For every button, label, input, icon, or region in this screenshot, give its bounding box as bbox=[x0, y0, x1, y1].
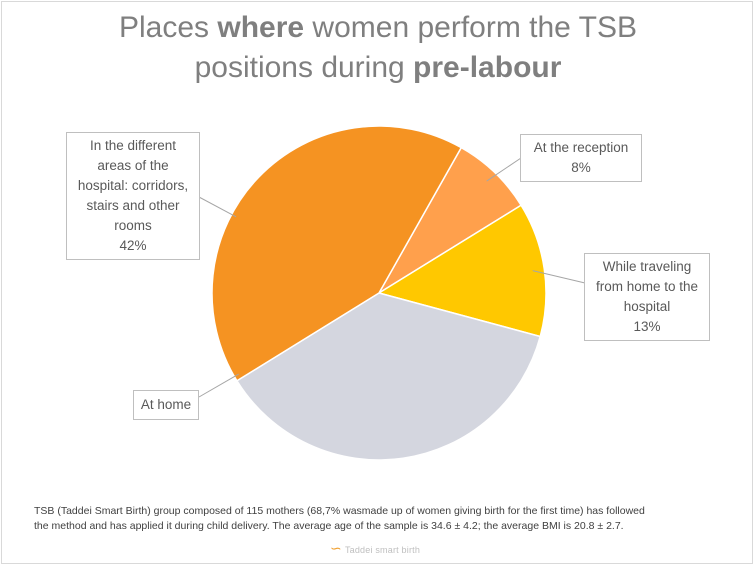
callout-reception: At the reception 8% bbox=[520, 134, 642, 182]
callout-traveling-label: While traveling from home to the hospita… bbox=[595, 259, 699, 314]
slice-hospital-areas bbox=[211, 125, 463, 382]
footer-line-2: the method and has applied it during chi… bbox=[34, 520, 624, 532]
chart-title: Places where women perform the TSB posit… bbox=[118, 11, 638, 84]
brand-logo: ∽ Taddei smart birth bbox=[330, 540, 420, 557]
callout-hospital-areas: In the different areas of the hospital: … bbox=[66, 132, 200, 260]
callout-reception-label: At the reception bbox=[533, 140, 629, 155]
leader-home bbox=[198, 373, 239, 398]
footer-note: TSB (Taddei Smart Birth) group composed … bbox=[34, 504, 724, 534]
callout-reception-pct: 8% bbox=[571, 160, 591, 175]
callout-hospital-areas-pct: 42% bbox=[119, 238, 147, 253]
leader-hospital-areas bbox=[198, 196, 237, 218]
callout-traveling: While traveling from home to the hospita… bbox=[584, 253, 710, 341]
logo-mark-icon: ∽ bbox=[330, 540, 342, 556]
callout-home-label: At home bbox=[140, 397, 192, 412]
leader-reception bbox=[486, 157, 522, 182]
logo-text: Taddei smart birth bbox=[344, 545, 421, 555]
leader-traveling bbox=[532, 270, 586, 284]
footer-line-1: TSB (Taddei Smart Birth) group composed … bbox=[34, 505, 645, 517]
callout-home: At home bbox=[133, 390, 199, 420]
callout-hospital-areas-label: In the different areas of the hospital: … bbox=[77, 138, 189, 233]
callout-traveling-pct: 13% bbox=[633, 319, 661, 334]
